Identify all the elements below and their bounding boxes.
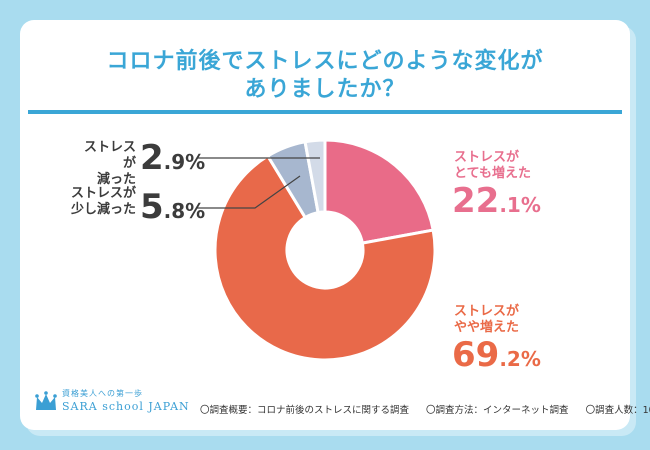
value-decreased: 2.9% (140, 138, 206, 178)
value-greatly-increased: 22.1% (452, 181, 541, 221)
pie-slice-0 (323, 138, 435, 245)
leader-line-slightly-decreased (197, 175, 301, 209)
survey-overview: 〇調査概要：コロナ前後のストレスに関する調査 (200, 405, 410, 416)
survey-footer: 〇調査概要：コロナ前後のストレスに関する調査 〇調査方法：インターネット調査 〇… (200, 402, 650, 416)
label-decreased: ストレスが 減った (84, 140, 137, 187)
label-slightly-decreased: ストレスが 少し減った (70, 186, 136, 217)
label-greatly-increased: ストレスが とても増えた (454, 150, 531, 181)
title-underline (28, 110, 622, 114)
survey-count: 〇調査人数：104 人 (585, 405, 650, 416)
chart-card (20, 20, 630, 430)
logo-tagline: 資格美人への第一歩 (62, 389, 143, 398)
crown-icon (35, 391, 57, 410)
survey-method: 〇調査方法：インターネット調査 (426, 405, 569, 416)
chart-title-line2: ありましたか？ (244, 77, 406, 102)
value-slightly-decreased: 5.8% (140, 187, 206, 227)
chart-title-line1: コロナ前後でストレスにどのような変化が (106, 49, 544, 74)
label-slightly-increased: ストレスが やや増えた (454, 304, 520, 335)
pie-slice-1 (213, 153, 437, 362)
value-slightly-increased: 69.2% (452, 335, 541, 375)
logo-name: SARA school JAPAN (62, 400, 190, 413)
